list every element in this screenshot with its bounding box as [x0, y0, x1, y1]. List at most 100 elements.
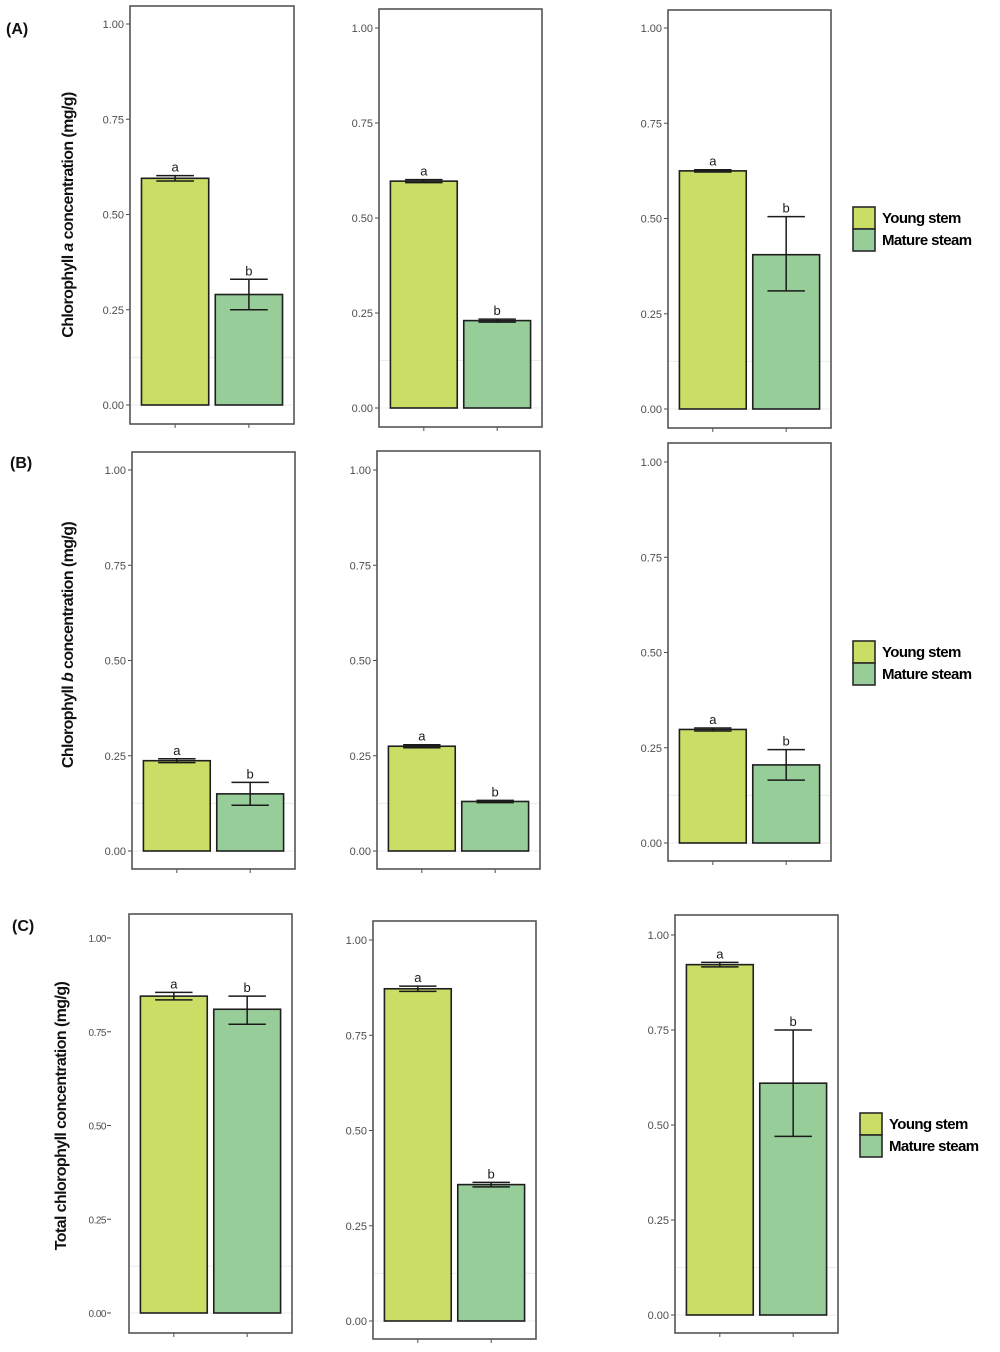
y-tick-label: 0.00	[641, 404, 662, 416]
y-tick-label: 0.75	[105, 560, 126, 572]
y-tick-label: 0.50	[641, 648, 662, 660]
y-axis-title-b-italic: b	[60, 672, 77, 682]
panel-frame	[376, 450, 541, 870]
legend-row-c: Young stem Mature steam	[859, 1112, 979, 1158]
legends-group: Young stem Mature steam Young stem Mature s…	[852, 206, 979, 1158]
y-axis-title-a-pre: Chlorophyll	[60, 252, 77, 338]
significance-letter: a	[171, 160, 179, 175]
y-tick-label: 0.00	[648, 1310, 669, 1322]
legend-swatch-mature-stem	[859, 1134, 883, 1158]
legend-row-a: Young stem Mature steam	[852, 206, 972, 252]
panel-tag-b: (B)	[10, 455, 32, 472]
y-tick-label: 0.25	[641, 743, 662, 755]
bar-young-stem	[389, 180, 459, 409]
y-axis-title-c-text: Total chlorophyll concentration (mg/g)	[53, 982, 70, 1251]
panel-b-2: 0.00 0.25 0.50 0.75 1.00 a b	[350, 450, 541, 873]
panel-frame	[667, 9, 832, 429]
y-tick-label: 0.25	[105, 751, 126, 763]
y-tick-label: 0.50	[350, 656, 371, 668]
y-tick-label: 0.25	[641, 309, 662, 321]
bar-young-stem	[387, 745, 457, 852]
panels-group: 0.00 0.25 0.50 0.75 1.00 a b 0.00 0.25 0.50 0.75 1.…	[89, 5, 839, 1343]
significance-letter: b	[494, 303, 501, 318]
y-tick-label: 0.00	[105, 846, 126, 858]
bar-mature-stem	[460, 800, 530, 852]
panel-c-2: 0.00 0.25 0.50 0.75 1.00 a b	[346, 920, 537, 1343]
legend-label: Young stem	[882, 210, 961, 227]
panel-a-3: 0.00 0.25 0.50 0.75 1.00 a b	[641, 9, 832, 432]
significance-letter: a	[173, 743, 181, 758]
significance-letter: b	[783, 201, 790, 216]
panel-frame	[667, 442, 832, 862]
y-tick-label: 0.75	[648, 1025, 669, 1037]
legend-label: Mature steam	[882, 232, 972, 249]
y-tick-label: 1.00	[641, 457, 662, 469]
legend-swatch-young-stem	[859, 1112, 883, 1136]
y-tick-label: 0.50	[346, 1126, 367, 1138]
bar-young-stem	[140, 177, 210, 406]
bar-mature-stem	[462, 319, 532, 409]
legend-label: Young stem	[882, 644, 961, 661]
y-tick-label: 0.50	[105, 656, 126, 668]
y-tick-label: 1.00	[103, 19, 124, 31]
y-tick-label: 0.75	[89, 1028, 107, 1039]
y-tick-label: 0.75	[103, 114, 124, 126]
significance-letter: b	[244, 980, 251, 995]
panel-frame	[129, 5, 295, 425]
legend-swatch-young-stem	[852, 640, 876, 664]
legend-swatch-mature-stem	[852, 228, 876, 252]
panel-tag-c: (C)	[12, 918, 34, 935]
legend-swatch-young-stem	[852, 206, 876, 230]
bar-young-stem	[678, 170, 748, 410]
y-axis-title-b-post: concentration (mg/g)	[60, 522, 77, 673]
y-tick-label: 1.00	[346, 935, 367, 947]
y-tick-label: 0.50	[352, 213, 373, 225]
significance-letter: a	[709, 154, 717, 169]
legend-row-b: Young stem Mature steam	[852, 640, 972, 686]
significance-letter: a	[418, 729, 426, 744]
y-axis-title-c: Total chlorophyll concentration (mg/g)	[53, 982, 70, 1251]
significance-letter: a	[716, 946, 724, 961]
legend-label: Mature steam	[889, 1138, 979, 1155]
panel-c-3: 0.00 0.25 0.50 0.75 1.00 a b	[648, 914, 839, 1337]
y-tick-label: 0.75	[352, 118, 373, 130]
y-tick-label: 0.00	[350, 846, 371, 858]
y-tick-label: 1.00	[350, 465, 371, 477]
panel-frame	[372, 920, 537, 1340]
bar-young-stem	[678, 728, 748, 844]
significance-letter: b	[790, 1014, 797, 1029]
y-tick-label: 0.00	[103, 400, 124, 412]
y-tick-label: 0.25	[352, 308, 373, 320]
y-tick-label: 0.75	[350, 560, 371, 572]
panel-frame	[128, 913, 293, 1334]
y-tick-label: 0.00	[641, 838, 662, 850]
y-tick-label: 1.00	[89, 934, 107, 945]
panel-a-2: 0.00 0.25 0.50 0.75 1.00 a b	[352, 8, 543, 431]
y-tick-label: 0.50	[103, 210, 124, 222]
bar-young-stem	[139, 995, 209, 1314]
significance-letter: b	[245, 263, 252, 278]
y-tick-label: 1.00	[352, 23, 373, 35]
bar-mature-stem	[456, 1183, 526, 1322]
y-axis-title-b-pre: Chlorophyll	[60, 682, 77, 768]
y-axis-title-a: Chlorophyll a concentration (mg/g)	[60, 92, 77, 338]
significance-letter: b	[488, 1166, 495, 1181]
panel-c-1: 0.00 0.25 0.50 0.75 1.00 a b	[89, 913, 293, 1337]
legend-swatch-mature-stem	[852, 662, 876, 686]
significance-letter: a	[420, 164, 428, 179]
y-tick-label: 0.00	[346, 1316, 367, 1328]
panel-b-1: 0.00 0.25 0.50 0.75 1.00 a b	[105, 451, 296, 873]
bar-young-stem	[685, 963, 755, 1316]
legend-label: Young stem	[889, 1116, 968, 1133]
y-tick-label: 1.00	[105, 465, 126, 477]
y-tick-label: 0.00	[352, 403, 373, 415]
y-tick-label: 0.50	[89, 1122, 107, 1133]
significance-letter: a	[414, 970, 422, 985]
legend-label: Mature steam	[882, 666, 972, 683]
significance-letter: b	[247, 766, 254, 781]
y-tick-label: 0.25	[648, 1215, 669, 1227]
significance-letter: b	[783, 734, 790, 749]
bar-mature-stem	[212, 1008, 282, 1314]
panel-frame	[131, 451, 296, 870]
